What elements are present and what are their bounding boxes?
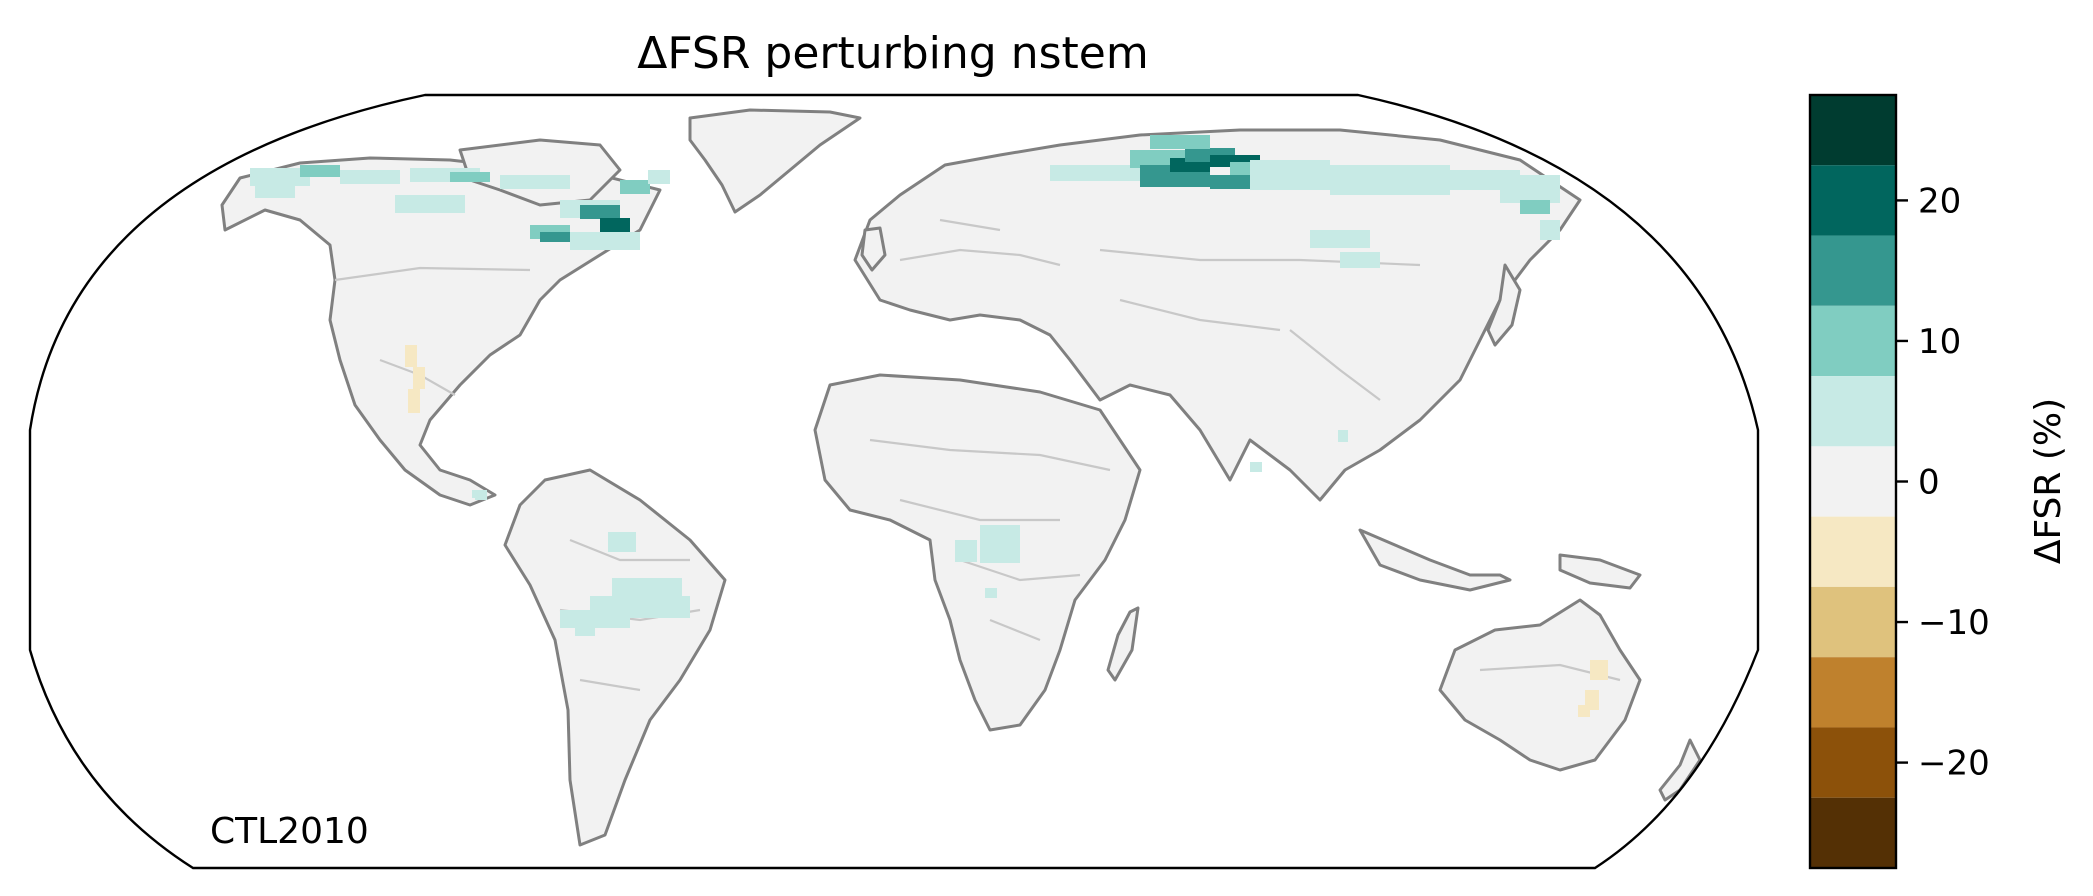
land-new-guinea	[1558, 553, 1642, 590]
colorbar-block	[1810, 446, 1896, 517]
colorbar-block	[1810, 657, 1896, 728]
map-content	[220, 108, 1702, 847]
land-new-zealand	[1658, 738, 1702, 802]
land-uk	[860, 226, 887, 272]
panel-annotation: CTL2010	[210, 811, 369, 852]
colorbar-tick-label: −10	[1918, 603, 1990, 643]
colorbar-label: ΔFSR (%)	[2028, 398, 2069, 564]
colorbar: 20 10 0 −10 −20 ΔFSR (%)	[1808, 93, 2069, 870]
land-africa	[813, 373, 1142, 732]
colorbar-tick-label: −20	[1918, 744, 1990, 784]
anomaly-cells	[250, 135, 1608, 717]
land-areas	[220, 108, 1702, 847]
colorbar-block	[1810, 305, 1896, 377]
land-greenland	[688, 108, 862, 214]
colorbar-block	[1810, 376, 1896, 447]
colorbar-block	[1810, 727, 1896, 798]
land-eurasia	[853, 128, 1582, 502]
land-indonesia	[1358, 528, 1512, 592]
land-japan	[1486, 263, 1522, 347]
land-madagascar	[1106, 606, 1140, 682]
colorbar-block	[1810, 165, 1896, 236]
map-title: ΔFSR perturbing nstem	[637, 28, 1148, 79]
map-panel: CTL2010	[28, 93, 1760, 870]
colorbar-block	[1810, 235, 1896, 306]
colorbar-tick-label: 0	[1918, 463, 1940, 503]
colorbar-ticks: 20 10 0 −10 −20	[1896, 181, 1990, 784]
colorbar-block	[1810, 586, 1896, 658]
map-frame	[28, 93, 1760, 870]
colorbar-tick-label: 10	[1918, 322, 1961, 362]
land-south-america	[503, 468, 727, 847]
land-australia	[1438, 598, 1642, 772]
colorbar-block	[1810, 95, 1896, 166]
colorbar-blocks	[1810, 95, 1896, 868]
colorbar-block	[1810, 516, 1896, 587]
colorbar-tick-label: 20	[1918, 181, 1961, 221]
colorbar-block	[1810, 797, 1896, 868]
